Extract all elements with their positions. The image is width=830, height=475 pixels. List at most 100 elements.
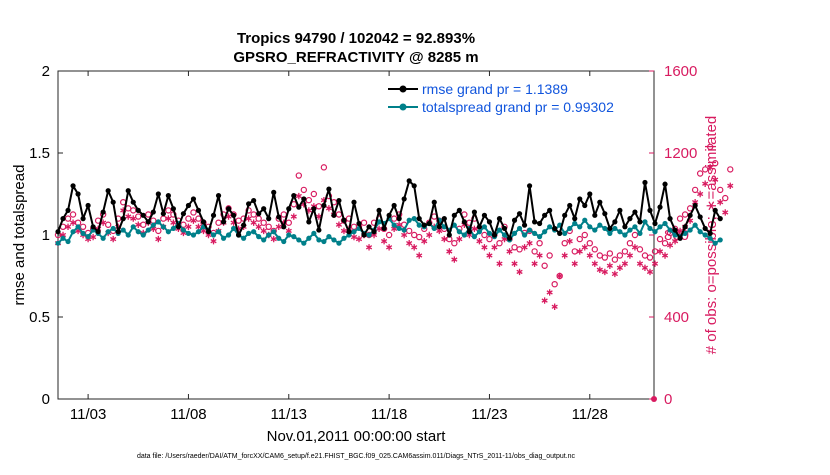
possible-obs-point <box>631 231 639 239</box>
y-left-tick-label: 1 <box>42 227 50 244</box>
possible-obs-point <box>676 215 684 222</box>
possible-obs-point <box>451 239 458 247</box>
assimilated-obs-point <box>496 260 503 267</box>
rmse-point <box>80 216 86 222</box>
rmse-point <box>286 206 292 212</box>
spread-point <box>276 235 282 241</box>
rmse-point <box>687 212 693 218</box>
spread-point <box>210 232 217 238</box>
assimilated-obs-point <box>556 272 563 280</box>
rmse-point <box>516 211 523 217</box>
rmse-point <box>306 219 312 225</box>
rmse-point <box>597 199 603 205</box>
rmse-point <box>426 220 432 227</box>
spread-point <box>170 225 176 232</box>
rmse-point <box>346 229 352 235</box>
rmse-point <box>697 214 703 220</box>
rmse-point <box>712 207 718 213</box>
spread-point <box>256 234 262 240</box>
spread-point <box>281 238 287 245</box>
assimilated-obs-point <box>471 225 478 233</box>
spread-point <box>416 222 422 228</box>
rmse-point <box>486 219 493 225</box>
spread-point <box>521 232 528 238</box>
assimilated-obs-point <box>671 237 679 245</box>
axes-ticks: 11/03 11/08 11/13 11/18 11/23 11/28 0 0.5 1 1.5 2 0… <box>29 63 697 423</box>
rmse-point <box>386 212 392 218</box>
rmse-point <box>547 207 553 213</box>
possible-obs-point <box>496 239 503 247</box>
rmse-point <box>436 224 442 230</box>
spread-point <box>251 229 257 235</box>
possible-obs-point <box>712 160 719 167</box>
spread-point <box>692 222 698 228</box>
assimilated-obs-point <box>531 260 538 267</box>
y-left-tick-label: 0.5 <box>29 309 50 326</box>
spread-point <box>100 235 106 241</box>
rmse-point <box>316 227 322 233</box>
rmse-point <box>677 235 683 241</box>
spread-point <box>712 240 718 246</box>
spread-point <box>496 227 503 233</box>
spread-point <box>582 217 588 223</box>
rmse-point <box>65 207 71 213</box>
rmse-point <box>271 189 277 195</box>
spread-point <box>331 237 337 243</box>
assimilated-obs-point <box>646 268 654 276</box>
assimilated-obs-point <box>511 260 518 267</box>
spread-point <box>702 232 708 238</box>
rmse-point <box>366 224 372 230</box>
rmse-point <box>607 225 613 232</box>
rmse-point <box>241 222 247 228</box>
assimilated-obs-point <box>717 199 724 206</box>
rmse-point <box>451 212 457 218</box>
assimilated-obs-point <box>170 219 177 226</box>
spread-point <box>341 235 347 241</box>
possible-obs-point <box>581 231 588 239</box>
assimilated-obs-point <box>506 248 513 255</box>
series-lines <box>55 178 723 246</box>
spread-point <box>140 232 146 238</box>
spread-point <box>286 232 292 238</box>
rmse-point <box>90 224 96 230</box>
assimilated-obs-point <box>626 252 634 259</box>
spread-point <box>406 217 412 223</box>
x-tick-label: 11/28 <box>572 406 608 423</box>
assimilated-obs-point <box>456 235 463 243</box>
spread-point <box>296 237 302 243</box>
possible-obs-point <box>481 231 488 239</box>
y-right-tick-label: 1600 <box>664 63 697 80</box>
rmse-point <box>185 202 192 209</box>
assimilated-obs-point <box>571 260 578 267</box>
rmse-point <box>371 229 377 235</box>
spread-point <box>401 227 407 233</box>
rmse-point <box>356 220 362 227</box>
rmse-point <box>557 230 563 236</box>
rmse-point <box>466 229 472 235</box>
y-left-tick-label: 1.5 <box>29 145 50 162</box>
possible-obs-point <box>305 196 313 204</box>
spread-point <box>396 225 402 232</box>
rmse-point <box>205 229 212 235</box>
assimilated-obs-point <box>516 268 523 276</box>
assimilated-obs-point <box>130 215 137 222</box>
spread-point <box>135 229 141 235</box>
assimilated-obs-point <box>290 213 297 220</box>
rmse-point <box>717 216 723 222</box>
spread-point <box>622 232 628 238</box>
possible-obs-point <box>265 223 272 230</box>
possible-obs-point <box>295 172 303 179</box>
rmse-point <box>145 219 151 225</box>
spread-point <box>476 229 483 235</box>
spread-point <box>225 232 232 238</box>
rmse-point <box>190 196 197 202</box>
assimilated-obs-point <box>325 205 333 212</box>
rmse-point <box>291 193 297 199</box>
rmse-point <box>165 193 171 199</box>
rmse-point <box>85 202 91 209</box>
rmse-point <box>476 224 483 230</box>
assimilated-obs-point <box>441 235 448 243</box>
rmse-point <box>692 202 698 209</box>
spread-point <box>717 237 723 243</box>
rmse-point <box>531 219 538 225</box>
